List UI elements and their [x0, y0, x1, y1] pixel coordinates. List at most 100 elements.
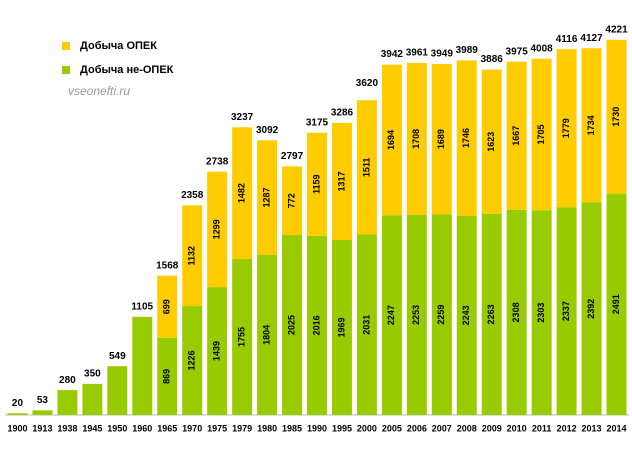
- segment-label: 1299: [212, 219, 222, 239]
- segment-label: 1734: [586, 115, 596, 135]
- segment-label: 2031: [361, 315, 371, 335]
- bar-segment: [556, 49, 577, 208]
- segment-label: 1804: [261, 325, 271, 345]
- total-label: 3620: [356, 78, 379, 89]
- bar-segment: [356, 234, 377, 415]
- x-tick-label: 2010: [507, 423, 527, 433]
- x-tick-label: 1913: [32, 423, 52, 433]
- total-label: 4008: [531, 43, 554, 54]
- x-tick-label: 2005: [382, 423, 402, 433]
- segment-label: 2253: [411, 305, 421, 325]
- segment-label: 2259: [436, 305, 446, 325]
- watermark: vseonefti.ru: [68, 84, 130, 98]
- segment-label: 2308: [511, 302, 521, 322]
- segment-label: 1132: [187, 246, 197, 266]
- total-label: 3949: [431, 49, 454, 60]
- total-label: 350: [84, 369, 101, 380]
- x-tick-label: 1938: [57, 423, 77, 433]
- total-label: 4127: [580, 33, 603, 44]
- x-tick-label: 2008: [457, 423, 477, 433]
- bar-segment: [157, 337, 178, 415]
- bar-segment: [456, 215, 477, 415]
- x-tick-label: 2009: [482, 423, 502, 433]
- bar-segment: [132, 316, 153, 415]
- segment-label: 1779: [561, 118, 571, 138]
- total-label: 2797: [281, 151, 304, 162]
- bar-segment: [431, 214, 452, 415]
- segment-label: 869: [162, 369, 172, 384]
- bar-segment: [581, 202, 602, 415]
- bar-segment: [232, 127, 253, 260]
- total-label: 2738: [206, 156, 229, 167]
- bar-segment: [506, 209, 527, 415]
- x-tick-label: 1945: [82, 423, 102, 433]
- bar-segment: [531, 58, 552, 211]
- bar-segment: [331, 122, 352, 240]
- total-label: 3989: [456, 45, 479, 56]
- segment-label: 1623: [486, 132, 496, 152]
- bar-segment: [182, 306, 203, 415]
- segment-label: 2337: [561, 301, 571, 321]
- bar-segment: [307, 235, 327, 415]
- x-tick-label: 1975: [207, 423, 227, 433]
- total-label: 3886: [481, 54, 504, 65]
- bar-segment: [431, 64, 452, 215]
- bar-segment: [282, 166, 303, 235]
- segment-label: 1694: [386, 130, 396, 150]
- segment-label: 1511: [361, 158, 371, 178]
- x-tick-label: 1950: [107, 423, 127, 433]
- total-label: 4221: [605, 24, 628, 35]
- x-tick-label: 2012: [557, 423, 577, 433]
- x-tick-label: 1970: [182, 423, 202, 433]
- segment-label: 1317: [336, 171, 346, 191]
- bar-segment: [257, 140, 278, 255]
- total-label: 3286: [331, 108, 354, 119]
- bar-segment: [506, 61, 527, 210]
- segment-label: 1287: [261, 187, 271, 207]
- bar-segment: [456, 60, 477, 216]
- segment-label: 1439: [212, 341, 222, 361]
- total-label: 3975: [506, 46, 529, 57]
- bar-segment: [581, 48, 602, 203]
- total-label: 280: [59, 375, 76, 386]
- bar-segment: [381, 215, 402, 415]
- segment-label: 1746: [461, 128, 471, 148]
- segment-label: 1705: [536, 124, 546, 144]
- bar-segment: [207, 287, 228, 415]
- bar-segment: [481, 213, 502, 415]
- x-tick-label: 1980: [257, 423, 277, 433]
- total-label: 1568: [156, 260, 179, 271]
- segment-label: 1159: [311, 175, 321, 195]
- segment-label: 1689: [436, 129, 446, 149]
- x-tick-label: 1990: [307, 423, 327, 433]
- bar-segment: [307, 132, 327, 236]
- segment-label: 2025: [286, 315, 296, 335]
- segment-label: 772: [286, 193, 296, 208]
- segment-label: 2263: [486, 304, 496, 324]
- segment-label: 1708: [411, 129, 421, 149]
- bar-segment: [7, 413, 28, 415]
- bar-segment: [606, 39, 627, 194]
- x-tick-label: 1960: [132, 423, 152, 433]
- total-label: 3175: [306, 117, 329, 128]
- total-label: 3961: [406, 48, 429, 59]
- total-label: 2358: [181, 190, 204, 201]
- total-label: 20: [12, 398, 24, 409]
- bar-segment: [182, 205, 203, 307]
- bar-segment: [331, 239, 352, 415]
- x-tick-label: 1965: [157, 423, 177, 433]
- bar-segment: [481, 69, 502, 214]
- legend-swatch: [62, 42, 70, 50]
- x-tick-label: 1995: [332, 423, 352, 433]
- segment-label: 1755: [236, 327, 246, 347]
- legend-label: Добыча не-ОПЕК: [80, 64, 174, 76]
- bar-segment: [107, 366, 128, 415]
- segment-label: 2392: [586, 299, 596, 319]
- segment-label: 1730: [611, 107, 621, 127]
- bar-segment: [282, 235, 303, 415]
- bar-segment: [406, 62, 427, 215]
- bar-segment: [257, 254, 278, 415]
- total-label: 3237: [231, 112, 254, 123]
- bar-segment: [381, 64, 402, 216]
